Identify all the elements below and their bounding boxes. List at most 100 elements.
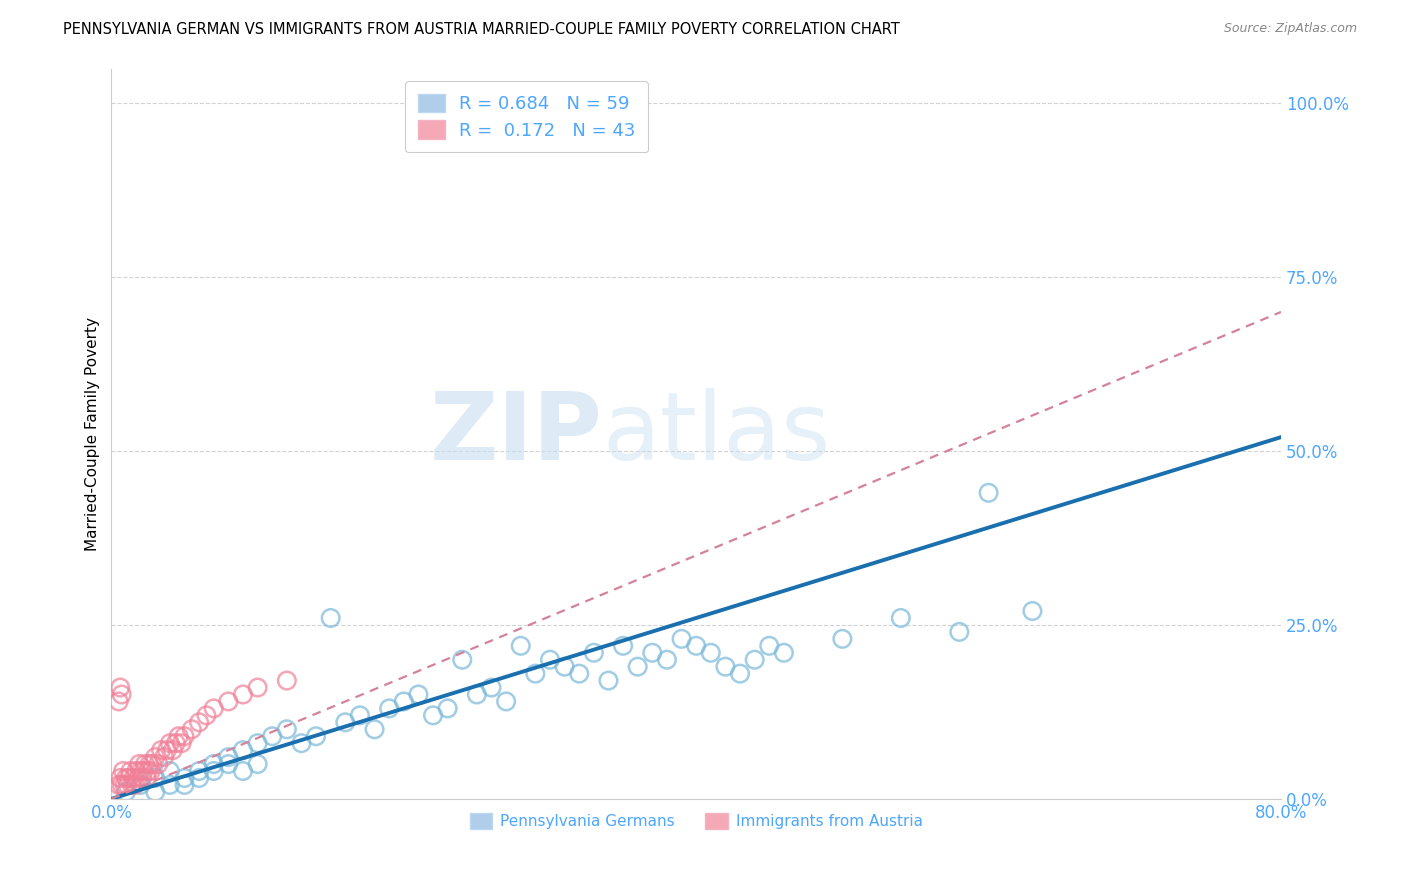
Point xyxy=(173,729,195,743)
Point xyxy=(128,757,150,772)
Point xyxy=(112,764,135,778)
Point xyxy=(159,736,181,750)
Point xyxy=(139,764,162,778)
Point xyxy=(217,694,239,708)
Point xyxy=(170,736,193,750)
Point xyxy=(262,729,284,743)
Point xyxy=(408,688,430,702)
Point xyxy=(143,750,166,764)
Point xyxy=(890,611,912,625)
Point xyxy=(598,673,620,688)
Point xyxy=(114,778,136,792)
Point xyxy=(728,666,751,681)
Point xyxy=(363,723,385,737)
Point xyxy=(143,771,166,785)
Point xyxy=(568,666,591,681)
Y-axis label: Married-Couple Family Poverty: Married-Couple Family Poverty xyxy=(86,317,100,550)
Point xyxy=(124,778,146,792)
Point xyxy=(120,764,142,778)
Point xyxy=(538,653,561,667)
Point xyxy=(378,701,401,715)
Point xyxy=(121,778,143,792)
Point xyxy=(138,757,160,772)
Point xyxy=(392,694,415,708)
Point xyxy=(1313,96,1336,111)
Point xyxy=(232,688,254,702)
Point xyxy=(202,701,225,715)
Point xyxy=(948,624,970,639)
Point xyxy=(319,611,342,625)
Point xyxy=(202,757,225,772)
Point xyxy=(111,778,134,792)
Text: PENNSYLVANIA GERMAN VS IMMIGRANTS FROM AUSTRIA MARRIED-COUPLE FAMILY POVERTY COR: PENNSYLVANIA GERMAN VS IMMIGRANTS FROM A… xyxy=(63,22,900,37)
Point xyxy=(202,764,225,778)
Point xyxy=(276,723,298,737)
Point xyxy=(335,715,357,730)
Point xyxy=(509,639,531,653)
Point xyxy=(641,646,664,660)
Point xyxy=(108,681,131,695)
Point xyxy=(195,708,218,723)
Text: atlas: atlas xyxy=(603,388,831,480)
Point xyxy=(111,688,134,702)
Point xyxy=(122,771,145,785)
Point xyxy=(290,736,312,750)
Point xyxy=(349,708,371,723)
Point xyxy=(188,771,211,785)
Point xyxy=(135,771,157,785)
Point xyxy=(173,778,195,792)
Point xyxy=(125,764,148,778)
Point xyxy=(107,694,129,708)
Point xyxy=(132,764,155,778)
Point xyxy=(150,743,173,757)
Point xyxy=(107,778,129,792)
Point xyxy=(129,778,152,792)
Text: ZIP: ZIP xyxy=(430,388,603,480)
Point xyxy=(246,757,269,772)
Point xyxy=(188,764,211,778)
Point xyxy=(246,681,269,695)
Legend: Pennsylvania Germans, Immigrants from Austria: Pennsylvania Germans, Immigrants from Au… xyxy=(464,806,929,835)
Point xyxy=(655,653,678,667)
Point xyxy=(156,743,179,757)
Point xyxy=(165,736,187,750)
Point xyxy=(276,673,298,688)
Point xyxy=(612,639,634,653)
Point xyxy=(115,785,138,799)
Point xyxy=(141,757,163,772)
Point xyxy=(685,639,707,653)
Point xyxy=(758,639,780,653)
Point xyxy=(117,778,139,792)
Point xyxy=(451,653,474,667)
Point xyxy=(129,764,152,778)
Point xyxy=(246,736,269,750)
Point xyxy=(188,715,211,730)
Point xyxy=(831,632,853,646)
Point xyxy=(217,757,239,772)
Point xyxy=(173,771,195,785)
Point xyxy=(700,646,723,660)
Point xyxy=(159,764,181,778)
Point xyxy=(554,659,576,673)
Point xyxy=(977,485,1000,500)
Point xyxy=(118,771,141,785)
Text: Source: ZipAtlas.com: Source: ZipAtlas.com xyxy=(1223,22,1357,36)
Point xyxy=(136,764,159,778)
Point xyxy=(108,771,131,785)
Point xyxy=(153,750,176,764)
Point xyxy=(167,729,190,743)
Point xyxy=(115,771,138,785)
Point xyxy=(773,646,796,660)
Point xyxy=(495,694,517,708)
Point xyxy=(627,659,650,673)
Point xyxy=(131,771,153,785)
Point xyxy=(180,723,202,737)
Point xyxy=(481,681,503,695)
Point xyxy=(305,729,328,743)
Point xyxy=(232,743,254,757)
Point xyxy=(127,771,149,785)
Point xyxy=(232,764,254,778)
Point xyxy=(465,688,488,702)
Point xyxy=(217,750,239,764)
Point xyxy=(134,757,156,772)
